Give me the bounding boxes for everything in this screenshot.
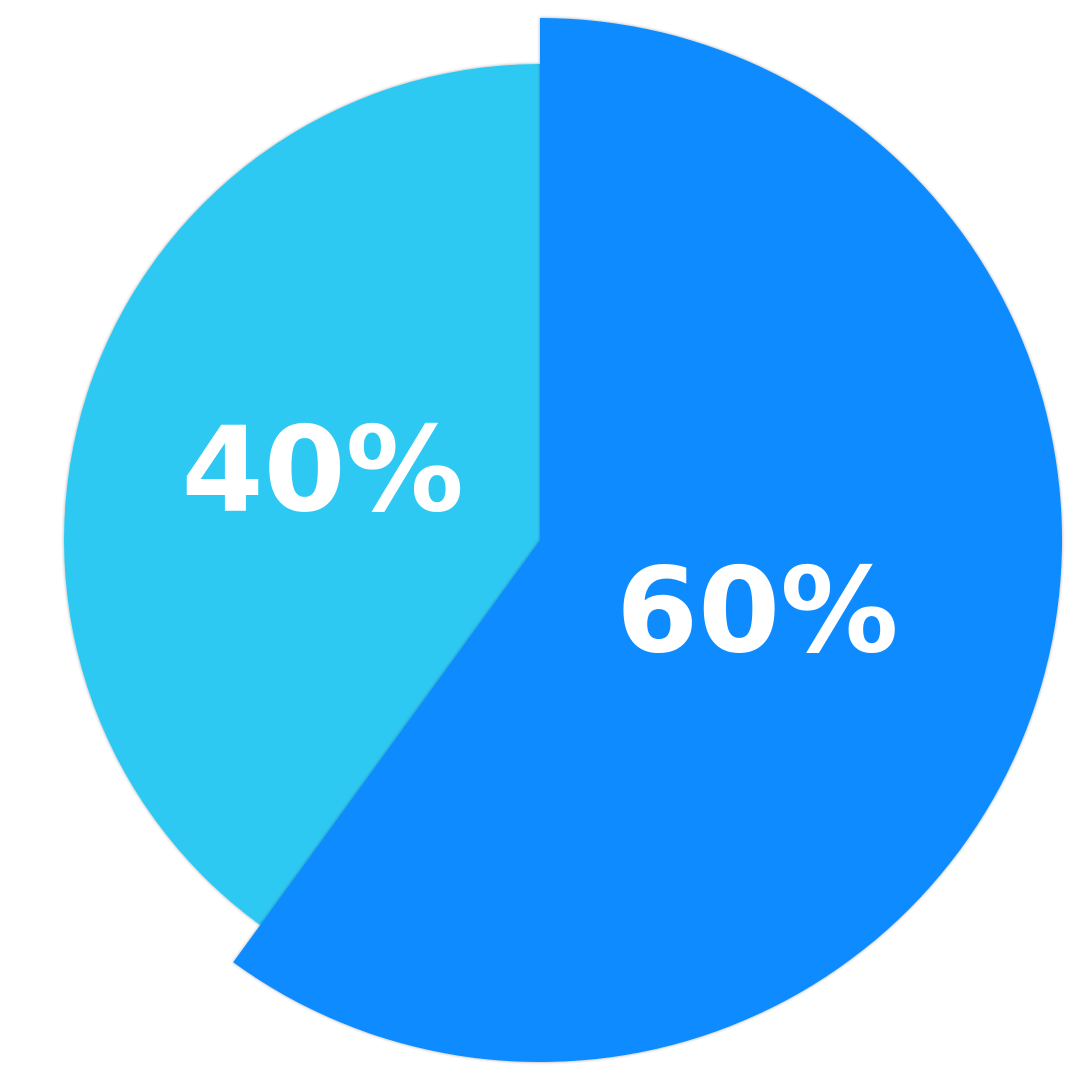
pie-labels: 60% 40% xyxy=(181,400,898,679)
pie-slice-60 xyxy=(233,18,1062,1062)
pie-slice-label: 60% xyxy=(616,542,898,680)
pie-slice-40 xyxy=(63,64,541,926)
pie-slices xyxy=(63,18,1062,1062)
pie-slice-label: 40% xyxy=(181,400,463,538)
